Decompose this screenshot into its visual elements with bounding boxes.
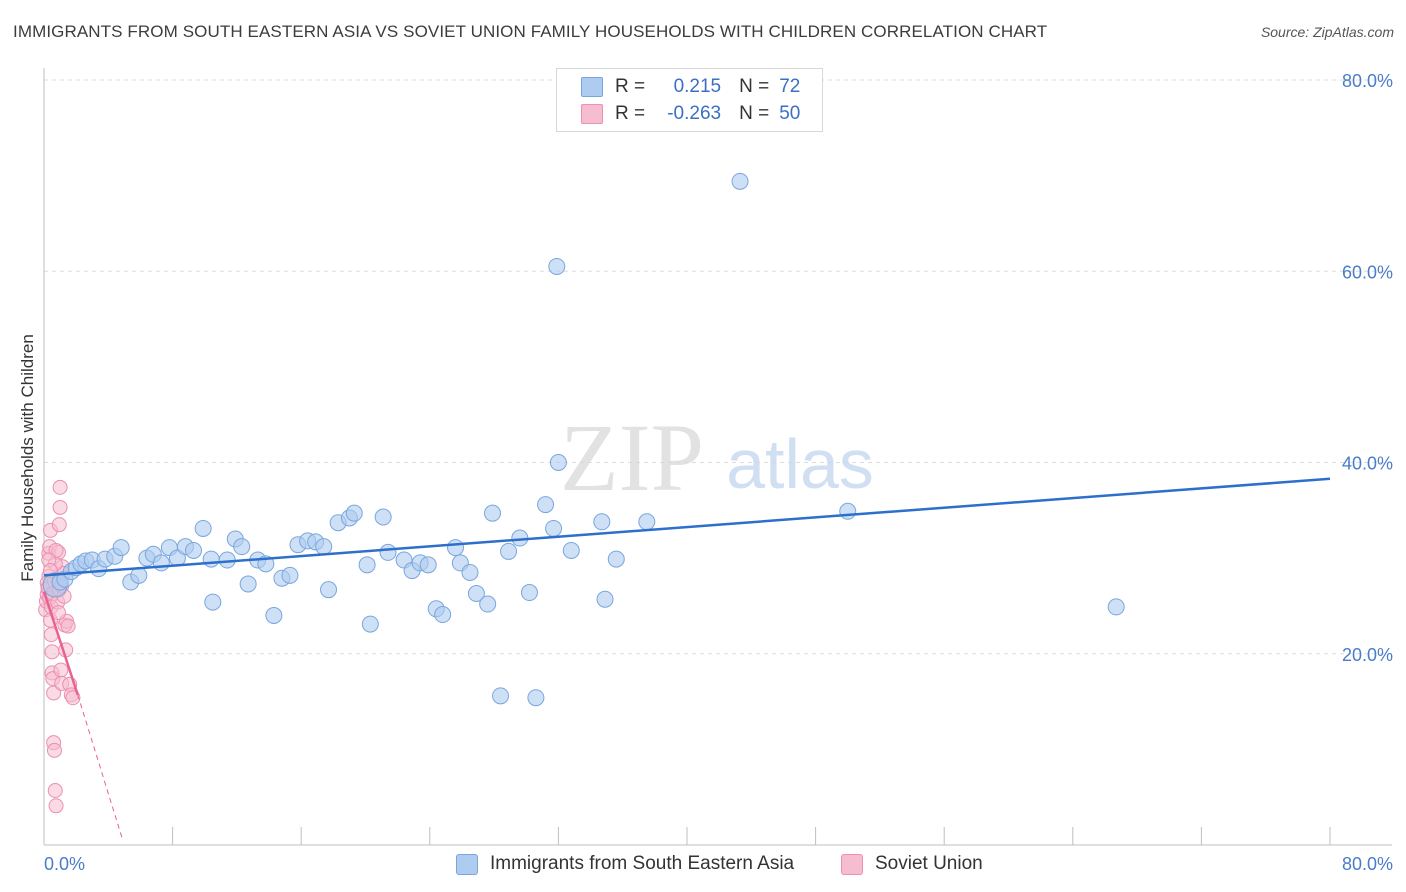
- data-point-sea: [345, 504, 363, 522]
- y-tick-label: 20.0%: [1342, 645, 1393, 665]
- data-point-soviet-union: [51, 517, 67, 533]
- legend-item-sea: Immigrants from South Eastern Asia: [456, 851, 794, 877]
- data-point-sea: [492, 687, 510, 705]
- data-point-sea: [152, 554, 170, 572]
- data-point-sea: [434, 606, 452, 624]
- data-point-soviet-union: [60, 618, 76, 634]
- data-point-sea: [549, 454, 567, 471]
- source-label: Source: ZipAtlas.com: [1260, 24, 1394, 40]
- data-point-sea: [379, 543, 397, 561]
- sea-points: [42, 172, 1125, 707]
- data-point-sea: [233, 538, 251, 556]
- data-point-sea: [479, 595, 497, 613]
- chart-title: IMMIGRANTS FROM SOUTH EASTERN ASIA VS SO…: [13, 22, 1048, 41]
- x-tick-label: 0.0%: [44, 854, 85, 874]
- data-point-sea: [483, 504, 501, 522]
- data-point-sea: [112, 539, 130, 557]
- stats-row-sea: R = 0.215 N = 72: [581, 74, 800, 100]
- soviet-legend-label: Soviet Union: [875, 853, 983, 874]
- axes: [43, 68, 1392, 846]
- data-point-sea: [545, 519, 563, 537]
- data-point-soviet-union: [53, 662, 69, 678]
- stats-row-soviet: R = -0.263 N = 50: [581, 101, 800, 127]
- r-label: R =: [615, 76, 646, 97]
- data-point-sea: [731, 172, 749, 190]
- data-point-sea: [500, 542, 518, 560]
- trend-line-soviet-union: [42, 591, 79, 696]
- data-point-sea: [562, 541, 580, 559]
- stats-legend: R = 0.215 N = 72 R = -0.263 N = 50: [556, 68, 823, 132]
- data-point-sea: [320, 581, 338, 599]
- data-point-sea: [461, 563, 479, 581]
- data-point-soviet-union: [47, 782, 63, 798]
- trend-extension-soviet-union: [77, 694, 124, 841]
- x-tick-labels: 0.0% 80.0%: [44, 854, 1393, 874]
- data-point-sea: [202, 550, 220, 568]
- data-point-sea: [548, 257, 566, 275]
- trend-lines: [42, 477, 1331, 841]
- data-point-sea: [537, 496, 555, 514]
- data-point-sea: [184, 541, 202, 559]
- n-value: 72: [779, 76, 801, 97]
- x-tick-label: 80.0%: [1342, 854, 1393, 874]
- sea-legend-swatch: [456, 853, 478, 875]
- data-point-soviet-union: [46, 685, 62, 701]
- data-point-soviet-union: [46, 742, 62, 758]
- soviet-union-points: [38, 479, 81, 814]
- r-value: 0.215: [673, 76, 722, 97]
- y-tick-labels: 20.0% 40.0% 60.0% 80.0%: [1342, 71, 1393, 665]
- watermark-zip: ZIP: [560, 404, 704, 511]
- y-tick-label: 80.0%: [1342, 71, 1393, 91]
- data-point-sea: [638, 513, 656, 531]
- watermark-atlas: atlas: [726, 425, 874, 503]
- sea-swatch: [581, 77, 603, 97]
- data-point-sea: [1107, 598, 1125, 616]
- data-point-sea: [839, 502, 857, 520]
- data-point-soviet-union: [52, 499, 68, 515]
- data-point-sea: [467, 585, 485, 603]
- data-point-sea: [194, 519, 212, 537]
- data-point-sea: [596, 590, 614, 608]
- data-point-soviet-union: [52, 479, 68, 495]
- data-point-sea: [281, 566, 299, 584]
- data-point-sea: [315, 538, 333, 556]
- n-label: N =: [739, 76, 770, 97]
- r-value: -0.263: [667, 103, 722, 124]
- data-point-sea: [374, 508, 392, 526]
- y-tick-label: 40.0%: [1342, 454, 1393, 474]
- data-point-sea: [607, 550, 625, 568]
- data-point-soviet-union: [44, 644, 60, 660]
- data-point-sea: [593, 513, 611, 531]
- r-label: R =: [615, 103, 646, 124]
- grid-lines: [44, 79, 1392, 655]
- data-point-sea: [527, 689, 545, 707]
- data-point-sea: [361, 615, 379, 633]
- data-point-soviet-union: [48, 798, 64, 814]
- soviet-swatch: [581, 104, 603, 124]
- y-tick-label: 60.0%: [1342, 262, 1393, 282]
- trend-line-sea: [43, 477, 1331, 577]
- data-point-sea: [447, 539, 465, 557]
- data-point-sea: [520, 584, 538, 602]
- legend-item-soviet: Soviet Union: [841, 851, 983, 877]
- n-value: 50: [779, 103, 801, 124]
- data-point-sea: [419, 556, 437, 574]
- data-point-sea: [358, 556, 376, 574]
- data-point-sea: [265, 607, 283, 624]
- n-label: N =: [739, 103, 770, 124]
- sea-legend-label: Immigrants from South Eastern Asia: [490, 853, 795, 874]
- data-point-sea: [204, 593, 222, 611]
- soviet-legend-swatch: [841, 853, 863, 875]
- data-point-sea: [239, 575, 257, 593]
